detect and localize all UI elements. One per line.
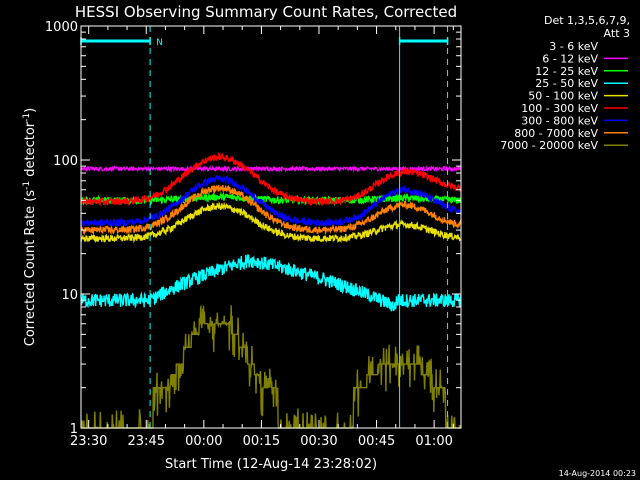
chart-title: HESSI Observing Summary Count Rates, Cor… <box>75 3 457 21</box>
y-axis: 1 10 100 1000 <box>45 20 461 437</box>
series-line-3 <box>80 254 462 312</box>
y-axis-label-sup2: -1 <box>22 113 32 122</box>
series-6 <box>80 174 462 229</box>
series-7 <box>80 184 462 236</box>
x-tick-label-3: 00:15 <box>243 434 280 449</box>
y-tick-label-1: 10 <box>61 288 78 303</box>
x-axis-label: Start Time (12-Aug-14 23:28:02) <box>165 457 377 472</box>
series-line-5 <box>80 151 462 207</box>
night-segment-label-0: N <box>156 38 163 48</box>
y-axis-label-sup1: -1 <box>22 181 32 190</box>
y-axis-label: Corrected Count Rate (s-1 detector-1) <box>22 108 38 346</box>
series-line-4 <box>80 201 462 244</box>
x-tick-label-5: 00:45 <box>358 434 395 449</box>
x-axis: 23:30 23:45 00:00 00:15 00:30 00:45 01:00 <box>70 26 454 449</box>
legend-label-6: 300 - 800 keV <box>521 114 598 127</box>
night-markers: N <box>80 26 449 428</box>
legend-label-1: 6 - 12 keV <box>542 52 598 65</box>
legend-header-line1: Det 1,3,5,6,7,9, <box>544 14 630 27</box>
legend-label-5: 100 - 300 keV <box>521 102 598 115</box>
y-tick-label-0: 1 <box>70 422 78 437</box>
x-tick-label-2: 00:00 <box>185 434 222 449</box>
series-line-2 <box>80 191 462 207</box>
series-line-7 <box>80 184 462 236</box>
series-2 <box>80 191 462 207</box>
legend-label-4: 50 - 100 keV <box>528 90 598 103</box>
render-timestamp: 14-Aug-2014 00:23 <box>559 469 636 478</box>
x-tick-label-6: 01:00 <box>415 434 452 449</box>
x-tick-label-1: 23:45 <box>128 434 165 449</box>
plot-frame <box>80 25 462 429</box>
series-4 <box>80 201 462 244</box>
y-tick-label-2: 100 <box>53 154 78 169</box>
legend-header-line2: Att 3 <box>604 27 630 40</box>
legend-label-8: 7000 - 20000 keV <box>500 139 598 152</box>
series-5 <box>80 151 462 207</box>
legend-label-0: 3 - 6 keV <box>549 40 598 53</box>
y-axis-label-mid: detector <box>23 121 38 181</box>
legend-label-3: 25 - 50 keV <box>535 77 598 90</box>
x-tick-label-0: 23:30 <box>70 434 107 449</box>
legend-label-2: 12 - 25 keV <box>535 65 598 78</box>
series-line-6 <box>80 174 462 229</box>
y-axis-label-main: Corrected Count Rate (s <box>23 190 38 347</box>
y-tick-label-3: 1000 <box>45 20 78 35</box>
legend-label-7: 800 - 7000 keV <box>514 127 598 140</box>
x-tick-label-4: 00:30 <box>300 434 337 449</box>
y-axis-label-end: ) <box>23 108 38 113</box>
series-3 <box>80 254 462 312</box>
